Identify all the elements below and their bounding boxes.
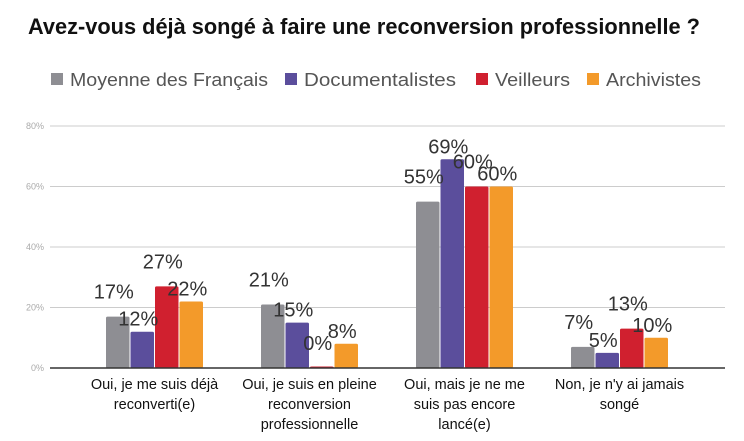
y-tick-label: 80% [26,121,44,131]
category-label: Oui, je me suis déjà reconverti(e) [91,377,219,413]
bar [440,159,464,368]
data-label: 60% [453,152,493,174]
data-label: 0% [303,333,332,355]
category-label-line: Oui, je me suis déjà [91,377,219,393]
category-labels: Oui, je me suis déjà reconverti(e)Oui, je… [50,367,725,433]
data-label: 7% [564,312,593,334]
category-label-line: lancé(e) [438,417,490,433]
data-label: 15% [273,300,313,322]
data-label: 69% [428,136,468,158]
data-label: 55% [404,167,444,189]
category-label: Non, je n'y ai jamais songé [555,377,684,413]
category-label-line: Oui, je suis en pleine [242,377,377,393]
legend-swatch [51,73,63,85]
data-label: 10% [632,315,672,337]
bar [465,186,489,368]
bar [179,301,203,368]
y-tick-label: 0% [31,363,44,373]
bar [416,201,440,368]
y-tick-label: 40% [26,242,44,252]
bar [644,337,668,368]
data-labels: 17%12%27%22% 21%15%0%8%55%69%60%60%7%5%13… [94,136,673,355]
chart-title: Avez-vous déjà songé à faire une reconve… [28,14,700,39]
category-label-line: professionnelle [261,417,359,433]
gridlines: 0% 20% 40% 60% 80% [26,121,725,373]
legend-label: Archivistes [606,70,701,90]
category-label-line: reconverti(e) [114,397,195,413]
bar [261,304,285,368]
bar [620,328,644,368]
bar [595,352,619,368]
legend-swatch [476,73,488,85]
bars [106,159,668,368]
legend-label: Veilleurs [495,70,570,90]
bar [285,322,309,368]
bar [571,346,595,368]
y-tick-label: 60% [26,182,44,192]
category-label: Oui, mais je ne me suis pas encore lancé(e… [404,377,525,433]
bar [489,186,513,368]
data-label: 13% [608,294,648,316]
bar [106,316,130,368]
legend-label: Documentalistes [304,70,456,90]
data-label: 21% [249,269,289,291]
category-label: Oui, je suis en pleine reconversion profes… [242,377,377,433]
bar [130,331,154,368]
data-label: 60% [477,164,517,186]
category-label-line: suis pas encore [414,397,516,413]
category-label-line: songé [600,397,640,413]
legend: Moyenne des Français Documentalistes Veill… [51,70,701,90]
category-label-line: Non, je n'y ai jamais [555,377,684,393]
data-label: 5% [589,330,618,352]
bar [334,343,358,368]
category-label-line: reconversion [268,397,351,413]
legend-swatch [587,73,599,85]
data-label: 17% [94,282,134,304]
category-label-line: Oui, mais je ne me [404,377,525,393]
legend-swatch [285,73,297,85]
bar [155,286,179,368]
data-label: 12% [118,309,158,331]
y-tick-label: 20% [26,303,44,313]
data-label: 22% [167,278,207,300]
data-label: 8% [328,321,357,343]
data-label: 27% [143,251,183,273]
legend-label: Moyenne des Français [70,70,268,90]
